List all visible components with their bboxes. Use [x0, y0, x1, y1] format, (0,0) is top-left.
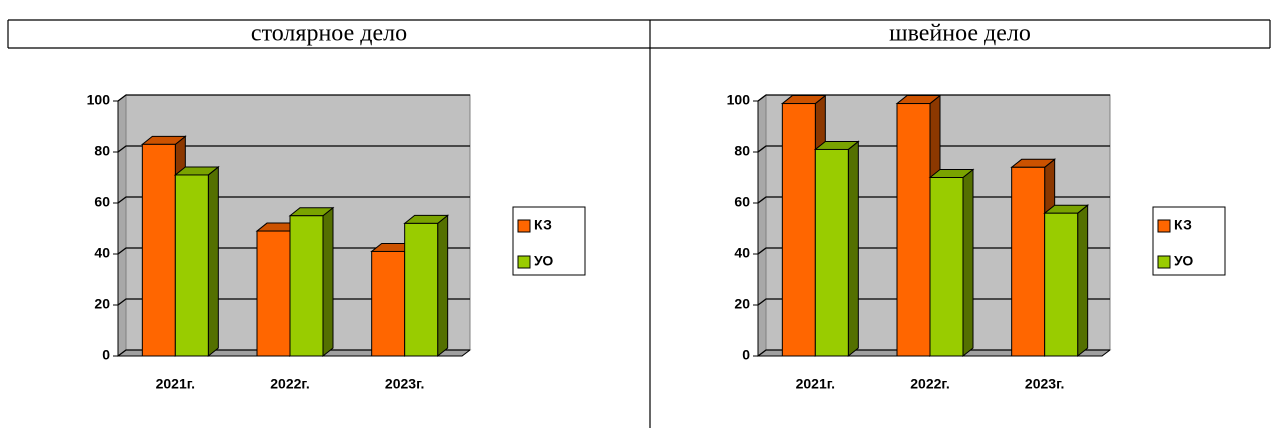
grid-line [117, 145, 470, 153]
grid-line [117, 349, 470, 357]
legend-swatch [1157, 219, 1171, 233]
bar [289, 215, 324, 357]
bar [256, 230, 291, 357]
y-tick-label: 0 [742, 347, 750, 363]
bar [174, 174, 209, 357]
legend-swatch [1157, 255, 1171, 269]
x-tick-label: 2021г. [156, 376, 195, 392]
y-tick-label: 40 [734, 245, 750, 261]
y-tick-label: 100 [727, 92, 751, 108]
grid-line [117, 247, 470, 255]
x-tick-label: 2022г. [270, 376, 309, 392]
y-tick-label: 100 [87, 92, 111, 108]
grid-line [117, 94, 470, 102]
grid-line [117, 298, 470, 306]
bar [1044, 212, 1079, 357]
legend-label: УО [534, 253, 553, 269]
x-axis [758, 349, 1111, 357]
y-tick-label: 40 [94, 245, 110, 261]
bar [404, 222, 439, 357]
x-tick-label: 2023г. [1025, 376, 1064, 392]
bar [141, 143, 176, 357]
header: швейное дело [889, 21, 1031, 47]
legend-swatch [517, 255, 531, 269]
table-lines [7, 19, 1271, 428]
grid-line [757, 196, 1110, 204]
y-tick-label: 80 [734, 143, 750, 159]
y-tick-label: 20 [94, 296, 110, 312]
legend-label: УО [1174, 253, 1193, 269]
x-tick-label: 2021г. [796, 376, 835, 392]
x-tick-label: 2023г. [385, 376, 424, 392]
y-tick-label: 80 [94, 143, 110, 159]
bar [814, 148, 849, 357]
bar-side [847, 140, 859, 358]
y-tick-label: 20 [734, 296, 750, 312]
bar-side [1077, 204, 1089, 358]
bar [371, 250, 406, 357]
bar-side [962, 168, 974, 358]
grid-line [757, 247, 1110, 255]
grid-line [117, 196, 470, 204]
header: столярное дело [251, 21, 407, 47]
grid-line [757, 94, 1110, 102]
grid-line [757, 145, 1110, 153]
y-tick-label: 60 [94, 194, 110, 210]
y-tick-label: 0 [102, 347, 110, 363]
legend-swatch [517, 219, 531, 233]
bar-side [207, 165, 219, 358]
bar-side [322, 206, 334, 358]
legend-label: КЗ [1174, 217, 1192, 233]
grid-line [757, 298, 1110, 306]
plot-side-wall [117, 94, 127, 357]
plot-side-wall [757, 94, 767, 357]
bar [929, 177, 964, 357]
legend-label: КЗ [534, 217, 552, 233]
bar-side [437, 214, 449, 358]
x-tick-label: 2022г. [910, 376, 949, 392]
bar [1011, 166, 1046, 357]
bar [781, 103, 816, 357]
grid-line [757, 349, 1110, 357]
y-tick-label: 60 [734, 194, 750, 210]
bar [896, 103, 931, 357]
x-axis [118, 349, 471, 357]
